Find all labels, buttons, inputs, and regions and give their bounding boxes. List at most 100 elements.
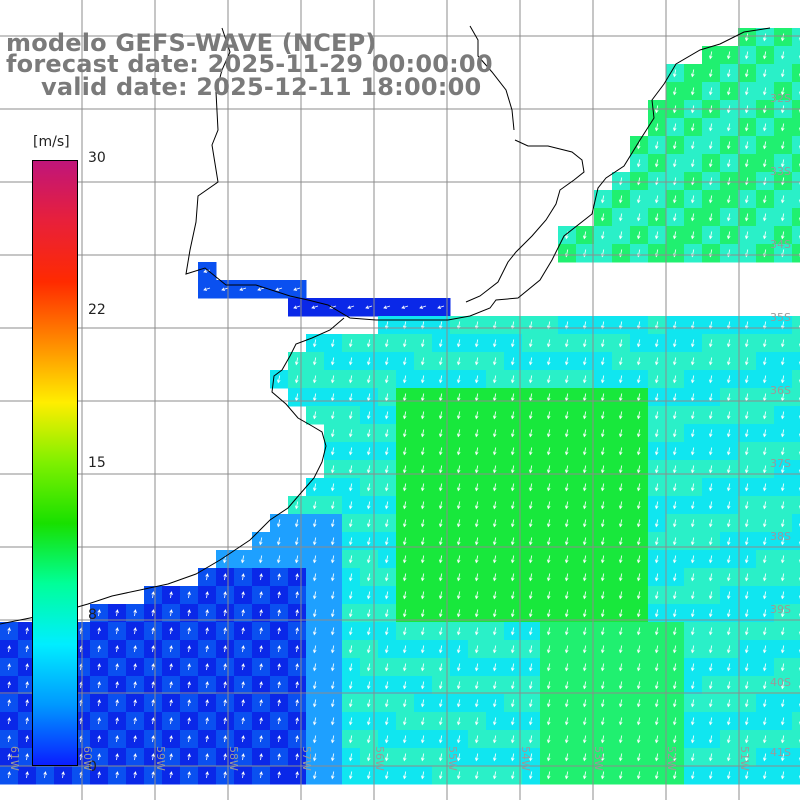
wind-arrow <box>151 771 155 779</box>
wind-arrow <box>673 213 677 222</box>
wind-arrow <box>439 627 443 636</box>
wind-arrow <box>151 717 155 725</box>
wind-arrow <box>403 771 407 780</box>
wind-arrow <box>745 663 749 672</box>
wind-arrow <box>691 753 695 762</box>
wind-arrow <box>673 519 677 528</box>
wind-arrow <box>313 537 317 546</box>
wind-arrow <box>385 663 389 672</box>
wind-arrow <box>655 717 659 726</box>
wind-arrow <box>601 213 605 222</box>
wind-arrow <box>367 681 371 690</box>
wind-arrow <box>745 159 749 168</box>
wind-arrow <box>709 591 713 600</box>
wind-arrow <box>691 375 695 384</box>
wind-arrow <box>709 87 713 96</box>
wind-arrow <box>403 681 407 690</box>
wind-arrow <box>727 195 731 204</box>
wind-arrow <box>763 519 767 528</box>
wind-arrow <box>619 501 623 510</box>
wind-arrow <box>727 357 731 366</box>
wind-arrow <box>475 681 479 690</box>
wind-cell <box>792 550 800 569</box>
wind-arrow <box>763 411 767 420</box>
wind-arrow <box>565 519 569 528</box>
wind-arrow <box>367 753 371 762</box>
wind-arrow <box>709 483 713 492</box>
wind-arrow <box>205 699 209 707</box>
wind-arrow <box>25 681 29 689</box>
wind-arrow <box>115 771 119 779</box>
wind-arrow <box>637 771 641 780</box>
wind-arrow <box>385 681 389 690</box>
wind-arrow <box>709 141 713 150</box>
wind-arrow <box>475 573 479 582</box>
wind-arrow <box>673 627 677 636</box>
wind-arrow <box>205 573 209 581</box>
wind-arrow <box>619 771 623 780</box>
wind-arrow <box>493 663 497 672</box>
wind-arrow <box>547 681 551 690</box>
wind-arrow <box>601 591 605 600</box>
wind-arrow <box>7 681 11 689</box>
wind-arrow <box>115 609 119 617</box>
wind-arrow <box>691 159 695 168</box>
wind-arrow <box>457 375 461 384</box>
wind-arrow <box>97 753 101 761</box>
wind-arrow <box>133 717 137 725</box>
wind-arrow <box>349 591 353 600</box>
wind-arrow <box>277 537 281 546</box>
wind-arrow <box>241 771 245 779</box>
wind-arrow <box>187 753 191 761</box>
wind-arrow <box>763 609 767 618</box>
wind-arrow <box>601 483 605 492</box>
wind-arrow <box>763 645 767 654</box>
wind-arrow <box>385 735 389 744</box>
wind-arrow <box>457 681 461 690</box>
wind-arrow <box>313 699 317 708</box>
wind-arrow <box>601 447 605 456</box>
wind-cell <box>792 766 800 785</box>
wind-cell <box>792 640 800 659</box>
wind-arrow <box>547 573 551 582</box>
wind-arrow <box>763 699 767 708</box>
wind-arrow <box>745 555 749 564</box>
wind-arrow <box>637 537 641 546</box>
wind-arrow <box>673 681 677 690</box>
wind-arrow <box>763 195 767 204</box>
wind-arrow <box>331 465 335 474</box>
wind-arrow <box>401 305 409 309</box>
wind-arrow <box>259 681 263 689</box>
wind-arrow <box>275 287 283 291</box>
wind-arrow <box>187 591 191 599</box>
wind-arrow <box>709 681 713 690</box>
wind-arrow <box>565 609 569 618</box>
wind-arrow <box>349 771 353 780</box>
wind-arrow <box>583 375 587 384</box>
wind-arrow <box>655 609 659 618</box>
wind-arrow <box>601 753 605 762</box>
wind-arrow <box>619 339 623 348</box>
wind-arrow <box>763 663 767 672</box>
wind-arrow <box>691 87 695 96</box>
wind-arrow <box>691 591 695 600</box>
forecast-date: forecast date: 2025-11-29 00:00:00 <box>6 50 493 78</box>
wind-arrow <box>655 357 659 366</box>
wind-arrow <box>295 699 299 707</box>
wind-arrow <box>529 699 533 708</box>
wind-arrow <box>7 771 11 779</box>
wind-arrow <box>637 375 641 384</box>
wind-arrow <box>763 159 767 168</box>
wind-arrow <box>619 177 623 186</box>
wind-arrow <box>457 591 461 600</box>
wind-arrow <box>295 627 299 635</box>
wind-arrow <box>565 537 569 546</box>
lat-label: 41S <box>770 746 791 759</box>
wind-arrow <box>637 195 641 204</box>
wind-arrow <box>349 339 353 348</box>
wind-arrow <box>421 699 425 708</box>
wind-arrow <box>169 609 173 617</box>
wind-arrow <box>259 573 263 581</box>
wind-arrow <box>115 663 119 671</box>
wind-arrow <box>547 429 551 438</box>
